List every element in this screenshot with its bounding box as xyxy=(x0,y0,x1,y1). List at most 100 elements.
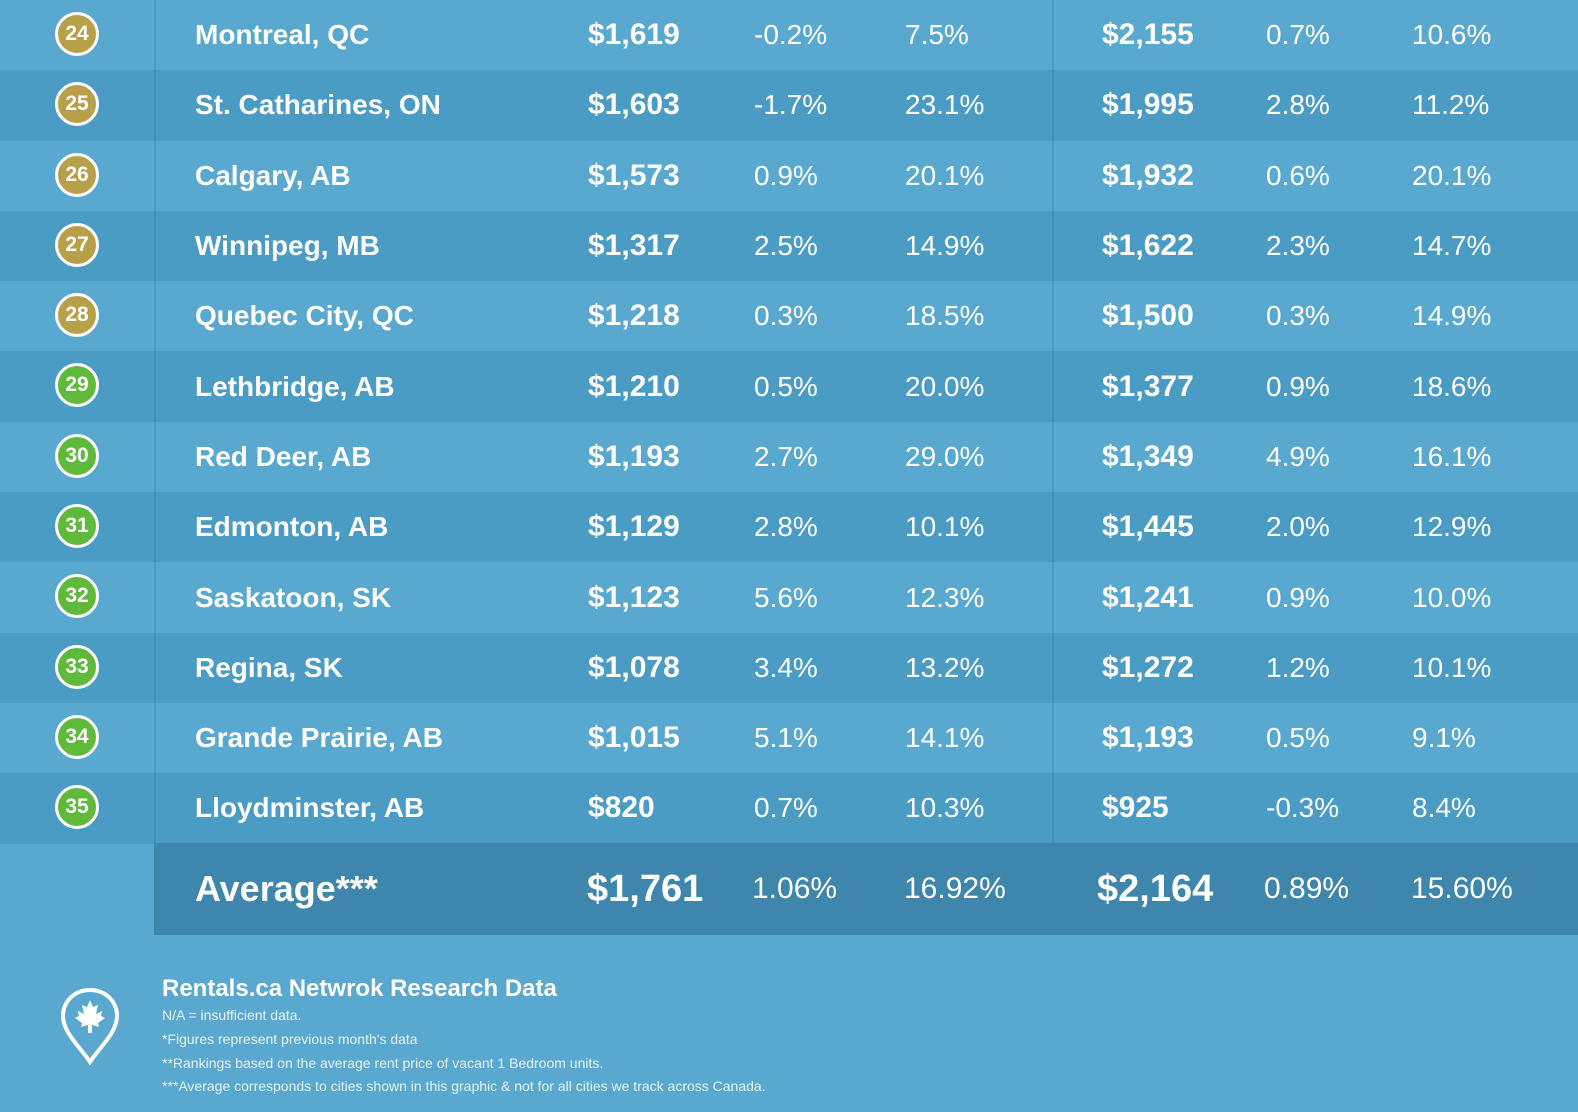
rank-badge: 25 xyxy=(55,82,99,127)
two-bed-monthly-change: 4.9% xyxy=(1266,440,1330,472)
average-one-bed-monthly-change: 1.06% xyxy=(752,872,838,905)
two-bed-yearly-change: 20.1% xyxy=(1412,159,1492,191)
two-bed-monthly-change: 0.9% xyxy=(1266,581,1330,613)
table-row: 35 Lloydminster, AB $820 0.7% 10.3% $925 -0.3%… xyxy=(0,773,1578,844)
rank-badge: 35 xyxy=(55,785,99,830)
average-one-bed-price: $1,761 xyxy=(587,867,704,910)
one-bed-yearly-change: 14.1% xyxy=(905,722,985,754)
two-bed-price: $1,272 xyxy=(1102,650,1194,684)
two-bed-price: $1,349 xyxy=(1102,439,1194,473)
table-row: 32 Saskatoon, SK $1,123 5.6% 12.3% $1,241 0.9%… xyxy=(0,562,1578,633)
rank-badge: 29 xyxy=(55,363,99,408)
one-bed-price: $1,573 xyxy=(588,158,680,192)
city-name: St. Catharines, ON xyxy=(195,89,441,121)
column-divider xyxy=(154,632,156,703)
column-divider xyxy=(1052,351,1054,422)
one-bed-yearly-change: 20.1% xyxy=(905,159,985,191)
one-bed-price: $1,078 xyxy=(588,650,680,684)
two-bed-yearly-change: 10.6% xyxy=(1412,19,1492,51)
city-name: Calgary, AB xyxy=(195,159,351,191)
column-divider xyxy=(154,140,156,211)
column-divider xyxy=(154,281,156,352)
column-divider xyxy=(1052,632,1054,703)
table-row: 33 Regina, SK $1,078 3.4% 13.2% $1,272 1.2% 10.… xyxy=(0,632,1578,703)
average-row: Average*** $1,761 1.06% 16.92% $2,164 0.… xyxy=(154,843,1578,935)
average-one-bed-yearly-change: 16.92% xyxy=(904,872,1006,905)
two-bed-monthly-change: 0.7% xyxy=(1266,19,1330,51)
footer: Rentals.ca Netwrok Research Data N/A = i… xyxy=(0,960,1578,1112)
column-divider xyxy=(1052,562,1054,633)
column-divider xyxy=(1052,421,1054,493)
two-bed-price: $1,193 xyxy=(1102,721,1194,755)
one-bed-price: $1,619 xyxy=(588,18,680,52)
two-bed-monthly-change: 0.5% xyxy=(1266,722,1330,754)
city-name: Saskatoon, SK xyxy=(195,581,392,613)
footer-title: Rentals.ca Netwrok Research Data xyxy=(162,975,557,1002)
one-bed-yearly-change: 12.3% xyxy=(905,581,985,613)
one-bed-yearly-change: 29.0% xyxy=(905,440,985,472)
one-bed-price: $1,603 xyxy=(588,88,680,122)
rank-badge: 24 xyxy=(55,12,99,56)
city-name: Edmonton, AB xyxy=(195,511,389,543)
rank-badge: 31 xyxy=(55,504,99,549)
one-bed-monthly-change: 0.7% xyxy=(754,792,818,824)
two-bed-monthly-change: 1.2% xyxy=(1266,651,1330,683)
average-label: Average*** xyxy=(195,868,378,909)
one-bed-price: $1,218 xyxy=(588,299,680,333)
city-name: Lloydminster, AB xyxy=(195,792,425,824)
one-bed-yearly-change: 20.0% xyxy=(905,370,985,402)
two-bed-price: $1,995 xyxy=(1102,88,1194,122)
one-bed-price: $820 xyxy=(588,791,655,825)
rank-badge: 26 xyxy=(55,152,99,197)
city-name: Quebec City, QC xyxy=(195,300,414,332)
table-row: 34 Grande Prairie, AB $1,015 5.1% 14.1% $1,19… xyxy=(0,702,1578,774)
one-bed-yearly-change: 10.3% xyxy=(905,792,985,824)
column-divider xyxy=(154,210,156,282)
one-bed-monthly-change: 3.4% xyxy=(754,651,818,683)
one-bed-price: $1,015 xyxy=(588,721,680,755)
two-bed-monthly-change: 0.6% xyxy=(1266,159,1330,191)
rank-badge: 34 xyxy=(55,714,99,759)
one-bed-yearly-change: 13.2% xyxy=(905,651,985,683)
column-divider xyxy=(154,702,156,774)
one-bed-monthly-change: 5.1% xyxy=(754,722,818,754)
city-name: Red Deer, AB xyxy=(195,440,372,472)
column-divider xyxy=(1052,210,1054,282)
two-bed-yearly-change: 10.1% xyxy=(1412,651,1492,683)
rank-badge: 27 xyxy=(55,222,99,267)
city-name: Regina, SK xyxy=(195,651,343,683)
one-bed-monthly-change: 5.6% xyxy=(754,581,818,613)
one-bed-monthly-change: -1.7% xyxy=(754,89,828,121)
column-divider xyxy=(154,70,156,141)
city-name: Winnipeg, MB xyxy=(195,230,380,262)
column-divider xyxy=(1052,140,1054,211)
average-two-bed-yearly-change: 15.60% xyxy=(1411,872,1513,905)
one-bed-price: $1,129 xyxy=(588,510,680,544)
footer-note: **Rankings based on the average rent pri… xyxy=(162,1055,604,1071)
one-bed-price: $1,123 xyxy=(588,580,680,614)
two-bed-price: $2,155 xyxy=(1102,18,1194,52)
column-divider xyxy=(1052,0,1054,71)
one-bed-yearly-change: 14.9% xyxy=(905,230,985,262)
two-bed-monthly-change: 0.3% xyxy=(1266,300,1330,332)
city-name: Lethbridge, AB xyxy=(195,370,395,402)
rank-badge: 33 xyxy=(55,644,99,689)
one-bed-monthly-change: 0.5% xyxy=(754,370,818,402)
two-bed-yearly-change: 11.2% xyxy=(1412,89,1490,121)
rank-badge: 28 xyxy=(55,293,99,338)
two-bed-yearly-change: 12.9% xyxy=(1412,511,1492,543)
two-bed-yearly-change: 14.7% xyxy=(1412,230,1492,262)
footer-note: *Figures represent previous month's data xyxy=(162,1031,418,1047)
two-bed-price: $1,622 xyxy=(1102,229,1194,263)
two-bed-price: $1,445 xyxy=(1102,510,1194,544)
rank-badge: 30 xyxy=(55,433,99,478)
two-bed-price: $1,932 xyxy=(1102,158,1194,192)
table-row: 25 St. Catharines, ON $1,603 -1.7% 23.1% $1,9… xyxy=(0,70,1578,141)
two-bed-yearly-change: 14.9% xyxy=(1412,300,1492,332)
average-two-bed-monthly-change: 0.89% xyxy=(1264,872,1350,905)
two-bed-monthly-change: 2.3% xyxy=(1266,230,1330,262)
one-bed-yearly-change: 18.5% xyxy=(905,300,985,332)
average-two-bed-price: $2,164 xyxy=(1097,867,1214,910)
two-bed-price: $925 xyxy=(1102,791,1169,825)
column-divider xyxy=(1052,702,1054,774)
